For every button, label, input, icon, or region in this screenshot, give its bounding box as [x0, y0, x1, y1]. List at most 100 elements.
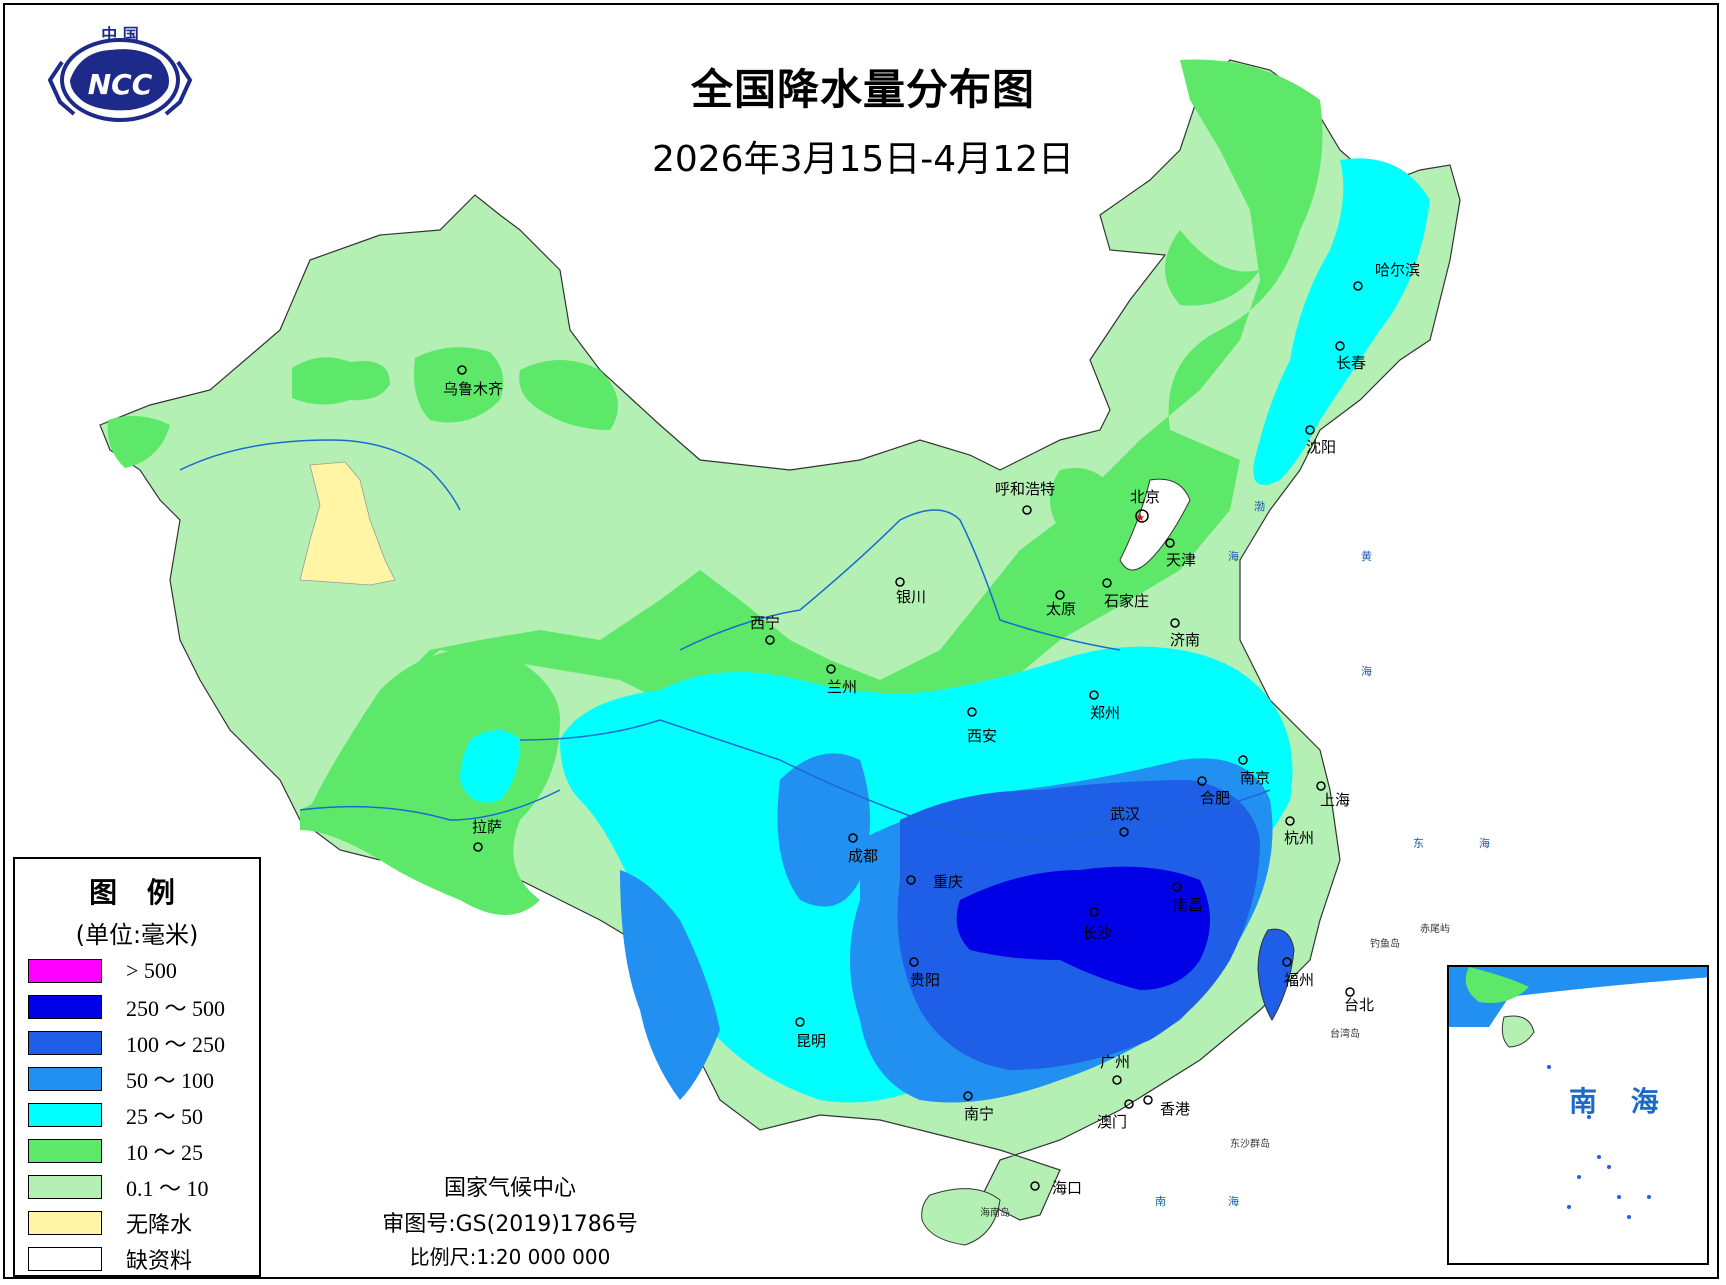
city-taipei: 台北 — [1344, 987, 1374, 1014]
svg-text:南昌: 南昌 — [1173, 896, 1203, 914]
svg-text:哈尔滨: 哈尔滨 — [1375, 261, 1420, 279]
svg-text:郑州: 郑州 — [1090, 704, 1120, 722]
svg-text:台湾岛: 台湾岛 — [1330, 1027, 1360, 1040]
city-harbin: 哈尔滨 — [1353, 261, 1420, 291]
city-shijiazhuang: 石家庄 — [1102, 578, 1149, 610]
city-guiyang: 贵阳 — [909, 957, 940, 989]
city-hefei: 合肥 — [1197, 776, 1230, 807]
legend-item: 100 ～ 250 — [28, 1031, 225, 1057]
bohai-sea — [1119, 478, 1191, 571]
svg-text:东沙群岛: 东沙群岛 — [1230, 1137, 1270, 1150]
legend-label: 250 ～ 500 — [126, 996, 226, 1021]
footer-review-no: 审图号:GS(2019)1786号 — [382, 1212, 638, 1237]
map-frame — [3, 3, 1719, 1279]
svg-text:海南岛: 海南岛 — [980, 1206, 1010, 1219]
date-range: 2026年3月15日-4月12日 — [651, 139, 1075, 180]
legend-swatch — [28, 995, 102, 1019]
svg-text:昆明: 昆明 — [796, 1032, 826, 1050]
svg-text:天津: 天津 — [1166, 551, 1196, 569]
legend-item: 缺资料 — [28, 1247, 192, 1273]
svg-text:香港: 香港 — [1160, 1100, 1190, 1118]
city-guangzhou: 广州 — [1100, 1053, 1130, 1085]
city-nanchang: 南昌 — [1172, 882, 1203, 914]
svg-text:东: 东 — [1413, 837, 1424, 850]
svg-text:海: 海 — [1479, 836, 1490, 850]
legend-label: 10 ～ 25 — [126, 1140, 204, 1165]
svg-text:渤: 渤 — [1254, 500, 1265, 513]
region-no-precip — [299, 461, 396, 586]
ncc-logo: NCC 中 国 — [40, 22, 200, 136]
legend-swatch — [28, 1211, 102, 1235]
legend-item: 无降水 — [28, 1211, 192, 1237]
svg-text:海: 海 — [1361, 664, 1372, 678]
legend-swatch — [28, 1247, 102, 1271]
city-kunming: 昆明 — [795, 1017, 826, 1050]
city-chengdu: 成都 — [848, 833, 878, 865]
city-hongkong: 香港 — [1143, 1095, 1190, 1118]
city-changchun: 长春 — [1335, 341, 1366, 372]
legend-item: 25 ～ 50 — [28, 1103, 203, 1129]
city-markers: 乌鲁木齐 拉萨 西宁 兰州 银川 呼和浩特 ★ 北京 天津 太原 石家庄 济南 郑… — [443, 261, 1420, 1197]
legend-label: 缺资料 — [126, 1248, 193, 1273]
svg-text:沈阳: 沈阳 — [1306, 438, 1336, 456]
legend-swatch — [28, 1175, 102, 1199]
legend-item: 250 ～ 500 — [28, 995, 225, 1021]
legend-swatch — [28, 1103, 102, 1127]
svg-text:南: 南 — [1155, 1195, 1166, 1208]
legend-swatch — [28, 1031, 102, 1055]
city-haikou: 海口 — [1030, 1179, 1082, 1197]
legend-label: 0.1 ～ 10 — [126, 1176, 209, 1201]
legend-label: 50 ～ 100 — [126, 1068, 215, 1093]
svg-text:南宁: 南宁 — [964, 1105, 994, 1123]
taiwan-island — [1257, 928, 1295, 1021]
legend-item: 0.1 ～ 10 — [28, 1175, 209, 1201]
city-wuhan: 武汉 — [1110, 805, 1140, 837]
city-zhengzhou: 郑州 — [1089, 690, 1120, 722]
footer-agency: 国家气候中心 — [443, 1176, 576, 1201]
city-taiyuan: 太原 — [1046, 590, 1076, 618]
svg-text:广州: 广州 — [1100, 1053, 1130, 1071]
svg-text:黄: 黄 — [1361, 549, 1372, 563]
city-yinchuan: 银川 — [895, 577, 926, 606]
svg-text:杭州: 杭州 — [1284, 829, 1314, 847]
city-urumqi: 乌鲁木齐 — [443, 365, 503, 398]
svg-text:长沙: 长沙 — [1082, 924, 1112, 942]
logo-acronym: NCC — [88, 68, 153, 101]
city-macao: 澳门 — [1097, 1099, 1134, 1131]
svg-text:兰州: 兰州 — [827, 678, 857, 696]
region-250-500 — [956, 866, 1210, 990]
city-nanjing: 南京 — [1238, 755, 1270, 787]
svg-text:武汉: 武汉 — [1110, 805, 1140, 823]
city-shenyang: 沈阳 — [1305, 425, 1336, 456]
city-lanzhou: 兰州 — [826, 664, 857, 696]
city-nanning: 南宁 — [963, 1091, 994, 1123]
legend-label: 100 ～ 250 — [126, 1032, 226, 1057]
legend-swatch — [28, 1139, 102, 1163]
legend-swatch — [28, 1067, 102, 1091]
city-hangzhou: 杭州 — [1284, 816, 1314, 847]
city-jinan: 济南 — [1170, 618, 1200, 649]
svg-text:太原: 太原 — [1046, 600, 1076, 618]
region-cyan-ne — [1253, 158, 1430, 486]
svg-text:呼和浩特: 呼和浩特 — [995, 480, 1055, 498]
svg-text:★: ★ — [1136, 513, 1145, 524]
svg-text:西安: 西安 — [967, 727, 997, 745]
svg-text:合肥: 合肥 — [1200, 789, 1230, 807]
svg-text:北京: 北京 — [1130, 488, 1160, 506]
svg-text:台北: 台北 — [1344, 996, 1374, 1014]
svg-text:钓鱼岛: 钓鱼岛 — [1370, 937, 1400, 950]
svg-text:长春: 长春 — [1336, 354, 1366, 372]
svg-text:西宁: 西宁 — [750, 614, 780, 632]
legend-item: 50 ～ 100 — [28, 1067, 214, 1093]
city-shanghai: 上海 — [1316, 781, 1350, 809]
svg-text:上海: 上海 — [1320, 791, 1350, 809]
city-hohhot: 呼和浩特 — [995, 480, 1055, 515]
legend-title: 图 例 — [89, 876, 185, 909]
legend-item: > 500 — [28, 958, 177, 983]
region-green — [107, 59, 1323, 915]
svg-text:海: 海 — [1228, 549, 1239, 563]
footer-scale: 比例尺:1:20 000 000 — [409, 1245, 611, 1269]
svg-text:海: 海 — [1228, 1194, 1239, 1208]
legend-label: 无降水 — [126, 1212, 193, 1237]
